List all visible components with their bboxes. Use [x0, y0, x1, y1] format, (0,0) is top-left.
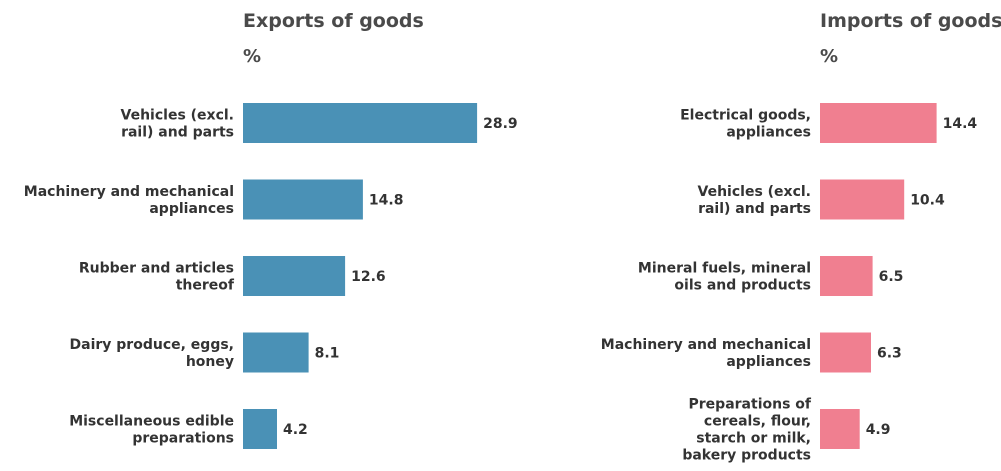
imports-chart: Imports of goods % 14.4 Electrical goods,… — [601, 10, 1001, 464]
imports-bar-4 — [820, 332, 871, 373]
exports-bar-5 — [243, 409, 277, 449]
exports-unit: % — [243, 46, 261, 67]
imports-bar-2 — [820, 179, 905, 220]
exports-title: Exports of goods — [243, 10, 424, 32]
imports-bar-3 — [820, 256, 873, 296]
exports-category-label-3: Rubber and articles thereof — [79, 261, 235, 294]
exports-value-label-5: 4.2 — [283, 422, 308, 438]
imports-bars: 14.4 Electrical goods, appliances 10.4 Vehic… — [601, 103, 978, 464]
exports-chart: Exports of goods % 28.9 Vehicles (excl. ra… — [24, 10, 518, 449]
exports-category-label-2: Machinery and mechanical appliances — [24, 184, 234, 217]
imports-value-label-1: 14.4 — [943, 116, 978, 132]
imports-value-label-2: 10.4 — [910, 193, 945, 209]
imports-bar-5 — [820, 409, 860, 449]
imports-value-label-5: 4.9 — [866, 422, 891, 438]
imports-bar-1 — [820, 103, 937, 143]
imports-value-label-4: 6.3 — [877, 346, 902, 362]
exports-bar-4 — [243, 332, 309, 373]
exports-value-label-4: 8.1 — [315, 346, 340, 362]
imports-category-label-5: Preparations of cereals, flour, starch or … — [682, 397, 812, 464]
exports-category-label-5: Miscellaneous edible preparations — [69, 414, 234, 447]
exports-category-label-4: Dairy produce, eggs, honey — [70, 337, 234, 370]
imports-category-label-2: Vehicles (excl. rail) and parts — [698, 184, 811, 217]
imports-title: Imports of goods — [820, 10, 1001, 32]
exports-bars: 28.9 Vehicles (excl. rail) and parts 14.8 Ma… — [24, 103, 518, 449]
imports-category-label-1: Electrical goods, appliances — [680, 108, 811, 141]
imports-value-label-3: 6.5 — [879, 269, 904, 285]
exports-value-label-3: 12.6 — [351, 269, 386, 285]
exports-bar-2 — [243, 179, 363, 220]
exports-bar-3 — [243, 256, 346, 296]
imports-category-label-3: Mineral fuels, mineral oils and products — [638, 261, 811, 294]
exports-bar-1 — [243, 103, 478, 143]
imports-category-label-4: Machinery and mechanical appliances — [601, 337, 811, 370]
exports-category-label-1: Vehicles (excl. rail) and parts — [121, 108, 234, 141]
exports-value-label-1: 28.9 — [483, 116, 518, 132]
exports-value-label-2: 14.8 — [369, 193, 404, 209]
imports-unit: % — [820, 46, 838, 67]
